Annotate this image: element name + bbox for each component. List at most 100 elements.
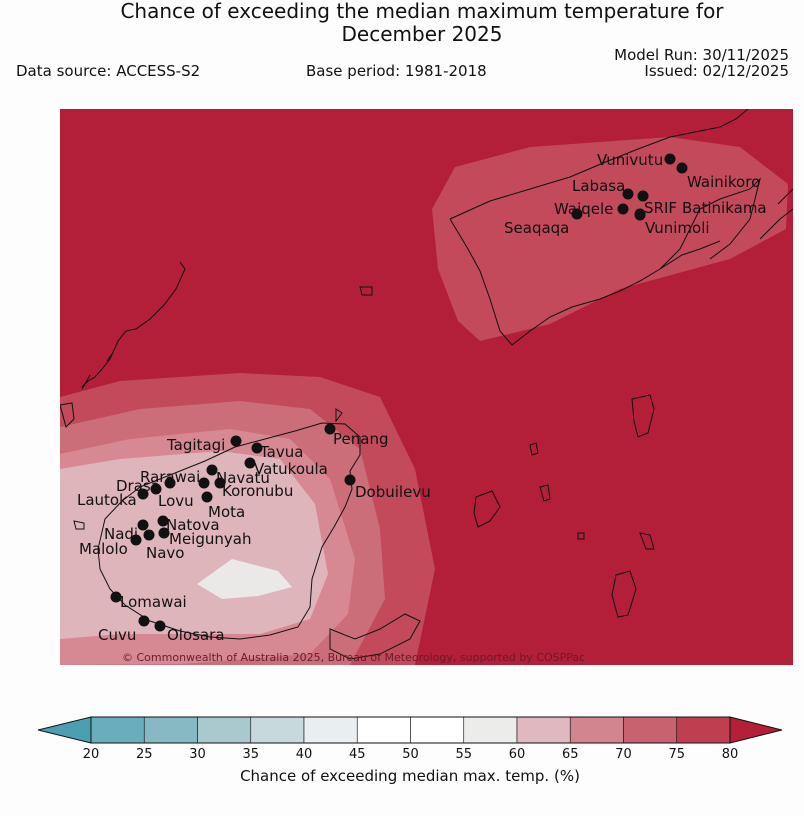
town-label-nadi: Nadi: [104, 525, 138, 543]
coastline-yasawa-2: [81, 353, 113, 390]
probability-region-sw-50: [197, 559, 292, 599]
town-marker-lomawai: [110, 591, 122, 603]
town-label-srif: SRIF: [644, 199, 677, 217]
colorbar-under-arrow: [38, 716, 92, 744]
model-run: Model Run: 30/11/2025: [614, 46, 789, 64]
town-markers: Vunivutu Wainikoro Labasa Waiqele SRIF Batini…: [77, 151, 767, 644]
colorbar-tick-35: 35: [242, 747, 259, 762]
island-9: [73, 520, 85, 530]
town-label-mota: Mota: [208, 503, 245, 521]
colorbar-legend: 20 25 30 35 40 45 50 55 60 65 70 75 80 Chance of exc…: [38, 716, 782, 785]
town-label-tavua: Tavua: [259, 443, 303, 461]
town-marker-srif: [637, 190, 649, 202]
town-label-labasa: Labasa: [572, 177, 625, 195]
colorbar-bin-6: [410, 716, 465, 744]
town-marker-tagitagi: [230, 435, 242, 447]
town-marker-nadi: [137, 519, 149, 531]
colorbar-tick-30: 30: [189, 747, 206, 762]
island-3: [529, 442, 539, 456]
chart-title: Chance of exceeding the median maximum t…: [0, 0, 804, 46]
town-marker-olosara: [154, 620, 166, 632]
town-marker-lovu: [164, 477, 176, 489]
colorbar-tick-20: 20: [83, 747, 100, 762]
town-label-navatu: Navatu: [216, 469, 270, 487]
base-period: Base period: 1981-2018: [306, 62, 487, 80]
coastline-taveuni: [759, 188, 793, 240]
town-label-wainikoro: Wainikoro: [687, 173, 760, 191]
coastline-viti-levu-east: [329, 613, 421, 660]
colorbar-bin-4: [303, 716, 358, 744]
coastline-yasawa: [81, 261, 186, 388]
colorbar-bin-2: [197, 716, 252, 744]
town-marker-drasa: [150, 483, 162, 495]
town-label-drasa: Drasa: [116, 477, 160, 495]
town-marker-navo: [143, 529, 155, 541]
town-label-vatukoula: Vatukoula: [254, 460, 328, 478]
coastline-vanua-levu: [449, 109, 749, 346]
town-label-seaqaqa: Seaqaqa: [504, 219, 569, 237]
town-marker-rarawai: [206, 464, 218, 476]
town-marker-mota: [201, 491, 213, 503]
colorbar-tick-60: 60: [509, 747, 526, 762]
colorbar-bin-11: [676, 716, 731, 744]
colorbar-bin-0: [90, 716, 145, 744]
colorbar-tick-55: 55: [455, 747, 472, 762]
title-line-1: Chance of exceeding the median maximum t…: [120, 0, 724, 23]
title-line-2: December 2025: [341, 22, 503, 46]
colorbar-bin-5: [356, 716, 411, 744]
island-11: [335, 408, 343, 423]
copyright-notice: © Commonwealth of Australia 2025, Bureau…: [122, 651, 585, 664]
island-2: [631, 394, 655, 438]
forecast-map: Vunivutu Wainikoro Labasa Waiqele SRIF Batini…: [60, 109, 793, 665]
town-label-penang: Penang: [333, 430, 388, 448]
data-source: Data source: ACCESS-S2: [16, 62, 201, 80]
town-label-navo: Navo: [146, 544, 184, 562]
colorbar-tick-75: 75: [668, 747, 685, 762]
colorbar-over-arrow: [729, 716, 782, 744]
colorbar-tick-70: 70: [615, 747, 632, 762]
island-10: [60, 402, 75, 428]
town-label-lovu: Lovu: [158, 492, 194, 510]
island-7: [639, 532, 655, 550]
town-label-tagitagi: Tagitagi: [166, 436, 225, 454]
town-marker-seaqaqa: [571, 208, 583, 220]
town-label-natova: Natova: [166, 516, 220, 534]
town-label-vunivutu: Vunivutu: [597, 151, 663, 169]
town-marker-tavua: [251, 442, 263, 454]
town-label-cuvu: Cuvu: [98, 626, 136, 644]
island-6: [577, 532, 585, 540]
town-label-malolo: Malolo: [79, 540, 128, 558]
town-label-olosara: Olosara: [167, 626, 225, 644]
colorbar-bin-8: [516, 716, 571, 744]
town-marker-dobuilevu: [344, 474, 356, 486]
colorbar-ticks: 20 25 30 35 40 45 50 55 60 65 70 75 80: [83, 747, 739, 762]
town-marker-natova: [157, 515, 169, 527]
island-1: [359, 286, 373, 296]
colorbar-bin-9: [569, 716, 624, 744]
town-marker-navatu: [214, 477, 226, 489]
coastline-ne-tip: [659, 177, 761, 270]
town-marker-vatukoula: [244, 457, 256, 469]
town-marker-koronubu: [198, 477, 210, 489]
issued-date: Issued: 02/12/2025: [644, 62, 789, 80]
colorbar-tick-45: 45: [349, 747, 366, 762]
island-8: [611, 570, 637, 618]
town-marker-vunimoli: [634, 209, 646, 221]
colorbar-segments: [90, 716, 731, 744]
town-label-lomawai: Lomawai: [120, 593, 187, 611]
town-label-vunimoli: Vunimoli: [645, 219, 710, 237]
town-label-koronubu: Koronubu: [222, 482, 293, 500]
colorbar-label: Chance of exceeding median max. temp. (%…: [240, 767, 580, 785]
town-marker-vunivutu: [664, 153, 676, 165]
town-marker-cuvu: [138, 615, 150, 627]
town-marker-labasa: [622, 188, 634, 200]
colorbar-tick-40: 40: [296, 747, 313, 762]
town-label-batinikama: Batinikama: [682, 199, 767, 217]
probability-region-ne: [432, 137, 788, 341]
town-marker-lautoka: [137, 488, 149, 500]
island-5: [473, 490, 501, 528]
coastlines: [60, 109, 793, 660]
colorbar-bin-7: [463, 716, 518, 744]
colorbar-tick-80: 80: [722, 747, 739, 762]
town-marker-meigunyah: [158, 527, 170, 539]
